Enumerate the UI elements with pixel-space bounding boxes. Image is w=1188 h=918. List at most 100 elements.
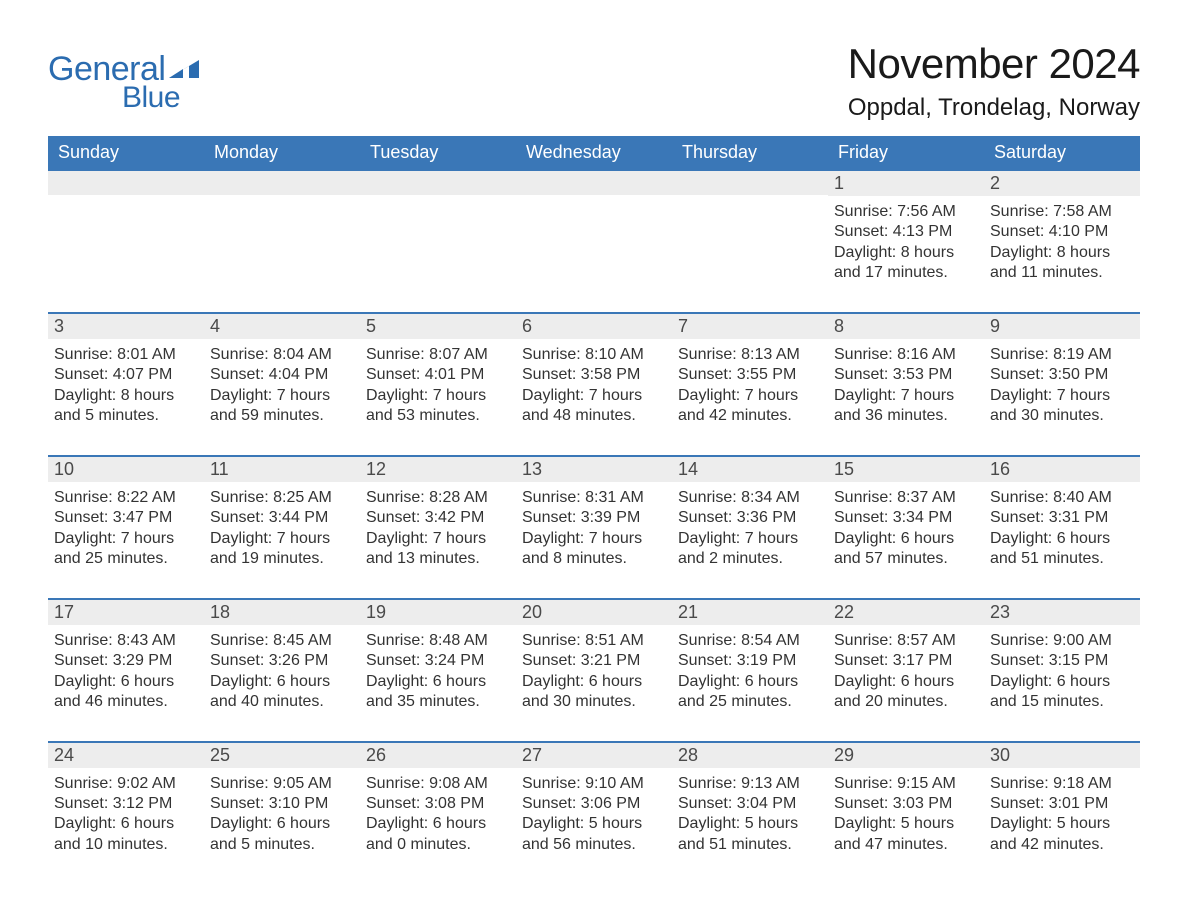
day-details: Sunrise: 8:54 AMSunset: 3:19 PMDaylight:… — [672, 625, 828, 713]
day-number-wrap: 21 — [672, 600, 828, 625]
daylight-line-1: Daylight: 6 hours — [210, 814, 350, 834]
weeks-container: 1Sunrise: 7:56 AMSunset: 4:13 PMDaylight… — [48, 169, 1140, 855]
sunset-line: Sunset: 3:55 PM — [678, 365, 818, 385]
daylight-line-1: Daylight: 8 hours — [54, 386, 194, 406]
day-details: Sunrise: 8:40 AMSunset: 3:31 PMDaylight:… — [984, 482, 1140, 570]
daylight-line-2: and 47 minutes. — [834, 835, 974, 855]
sunrise-line: Sunrise: 8:28 AM — [366, 488, 506, 508]
day-details: Sunrise: 8:28 AMSunset: 3:42 PMDaylight:… — [360, 482, 516, 570]
daylight-line-1: Daylight: 6 hours — [366, 672, 506, 692]
empty-cell — [516, 171, 672, 284]
daylight-line-1: Daylight: 7 hours — [990, 386, 1130, 406]
day-number: 9 — [990, 316, 1000, 336]
day-details: Sunrise: 8:34 AMSunset: 3:36 PMDaylight:… — [672, 482, 828, 570]
day-number-wrap: 8 — [828, 314, 984, 339]
week-row: 10Sunrise: 8:22 AMSunset: 3:47 PMDayligh… — [48, 455, 1140, 570]
day-details: Sunrise: 7:58 AMSunset: 4:10 PMDaylight:… — [984, 196, 1140, 284]
daylight-line-2: and 25 minutes. — [678, 692, 818, 712]
day-number: 25 — [210, 745, 230, 765]
day-number: 18 — [210, 602, 230, 622]
day-number-wrap: 19 — [360, 600, 516, 625]
sunset-line: Sunset: 4:10 PM — [990, 222, 1130, 242]
day-cell: 12Sunrise: 8:28 AMSunset: 3:42 PMDayligh… — [360, 457, 516, 570]
daylight-line-2: and 59 minutes. — [210, 406, 350, 426]
sunset-line: Sunset: 4:07 PM — [54, 365, 194, 385]
day-number-wrap: 16 — [984, 457, 1140, 482]
day-cell: 15Sunrise: 8:37 AMSunset: 3:34 PMDayligh… — [828, 457, 984, 570]
sunset-line: Sunset: 3:26 PM — [210, 651, 350, 671]
day-cell: 24 Sunrise: 9:02 AMSunset: 3:12 PMDayligh… — [48, 743, 204, 856]
daylight-line-2: and 40 minutes. — [210, 692, 350, 712]
day-number: 26 — [366, 745, 386, 765]
daylight-line-2: and 48 minutes. — [522, 406, 662, 426]
sunset-line: Sunset: 3:36 PM — [678, 508, 818, 528]
day-number: 29 — [834, 745, 854, 765]
week-row: 3Sunrise: 8:01 AMSunset: 4:07 PMDaylight… — [48, 312, 1140, 427]
week-row: 24Sunrise: 9:02 AMSunset: 3:12 PMDayligh… — [48, 741, 1140, 856]
sunrise-line: Sunrise: 8:40 AM — [990, 488, 1130, 508]
sunset-line: Sunset: 3:01 PM — [990, 794, 1130, 814]
day-number: 8 — [834, 316, 844, 336]
sunset-line: Sunset: 3:53 PM — [834, 365, 974, 385]
daylight-line-1: Daylight: 7 hours — [522, 529, 662, 549]
day-number: 5 — [366, 316, 376, 336]
dow-friday: Friday — [828, 136, 984, 169]
sunset-line: Sunset: 3:04 PM — [678, 794, 818, 814]
daylight-line-1: Daylight: 7 hours — [678, 386, 818, 406]
daylight-line-1: Daylight: 7 hours — [834, 386, 974, 406]
day-details: Sunrise: 9:00 AMSunset: 3:15 PMDaylight:… — [984, 625, 1140, 713]
day-cell: 4Sunrise: 8:04 AMSunset: 4:04 PMDaylight… — [204, 314, 360, 427]
daylight-line-2: and 30 minutes. — [990, 406, 1130, 426]
daylight-line-1: Daylight: 5 hours — [522, 814, 662, 834]
day-number: 24 — [54, 745, 74, 765]
day-details: Sunrise: 9:02 AMSunset: 3:12 PMDaylight:… — [48, 768, 204, 856]
day-details: Sunrise: 8:01 AMSunset: 4:07 PMDaylight:… — [48, 339, 204, 427]
sunset-line: Sunset: 3:24 PM — [366, 651, 506, 671]
day-details: Sunrise: 8:07 AMSunset: 4:01 PMDaylight:… — [360, 339, 516, 427]
day-details: Sunrise: 8:19 AMSunset: 3:50 PMDaylight:… — [984, 339, 1140, 427]
day-details: Sunrise: 8:57 AMSunset: 3:17 PMDaylight:… — [828, 625, 984, 713]
sunset-line: Sunset: 4:01 PM — [366, 365, 506, 385]
day-cell: 1Sunrise: 7:56 AMSunset: 4:13 PMDaylight… — [828, 171, 984, 284]
daylight-line-1: Daylight: 6 hours — [990, 672, 1130, 692]
day-number: 16 — [990, 459, 1010, 479]
empty-cell — [672, 171, 828, 284]
day-details: Sunrise: 9:05 AMSunset: 3:10 PMDaylight:… — [204, 768, 360, 856]
day-number-wrap: 27 — [516, 743, 672, 768]
sunset-line: Sunset: 3:42 PM — [366, 508, 506, 528]
empty-cell — [360, 171, 516, 284]
sunrise-line: Sunrise: 9:10 AM — [522, 774, 662, 794]
sunrise-line: Sunrise: 8:51 AM — [522, 631, 662, 651]
day-number: 13 — [522, 459, 542, 479]
day-details: Sunrise: 8:37 AMSunset: 3:34 PMDaylight:… — [828, 482, 984, 570]
day-number-wrap: 22 — [828, 600, 984, 625]
dow-wednesday: Wednesday — [516, 136, 672, 169]
sunrise-line: Sunrise: 8:07 AM — [366, 345, 506, 365]
day-cell: 6Sunrise: 8:10 AMSunset: 3:58 PMDaylight… — [516, 314, 672, 427]
day-number: 1 — [834, 173, 844, 193]
sunrise-line: Sunrise: 9:02 AM — [54, 774, 194, 794]
day-cell: 30Sunrise: 9:18 AMSunset: 3:01 PMDayligh… — [984, 743, 1140, 856]
daylight-line-2: and 30 minutes. — [522, 692, 662, 712]
sunrise-line: Sunrise: 8:34 AM — [678, 488, 818, 508]
dow-thursday: Thursday — [672, 136, 828, 169]
daylight-line-2: and 51 minutes. — [678, 835, 818, 855]
sunrise-line: Sunrise: 8:54 AM — [678, 631, 818, 651]
day-cell: 2Sunrise: 7:58 AMSunset: 4:10 PMDaylight… — [984, 171, 1140, 284]
day-number-wrap: 30 — [984, 743, 1140, 768]
day-number: 22 — [834, 602, 854, 622]
sunset-line: Sunset: 3:12 PM — [54, 794, 194, 814]
sunrise-line: Sunrise: 8:48 AM — [366, 631, 506, 651]
daylight-line-2: and 5 minutes. — [210, 835, 350, 855]
daylight-line-2: and 42 minutes. — [678, 406, 818, 426]
daylight-line-2: and 13 minutes. — [366, 549, 506, 569]
day-number-wrap: 17 — [48, 600, 204, 625]
days-of-week-row: SundayMondayTuesdayWednesdayThursdayFrid… — [48, 136, 1140, 169]
day-number: 11 — [210, 459, 229, 479]
day-details: Sunrise: 8:48 AMSunset: 3:24 PMDaylight:… — [360, 625, 516, 713]
sunrise-line: Sunrise: 8:25 AM — [210, 488, 350, 508]
day-cell: 29Sunrise: 9:15 AMSunset: 3:03 PMDayligh… — [828, 743, 984, 856]
day-number-wrap: 18 — [204, 600, 360, 625]
sunrise-line: Sunrise: 9:05 AM — [210, 774, 350, 794]
day-number-wrap: 10 — [48, 457, 204, 482]
